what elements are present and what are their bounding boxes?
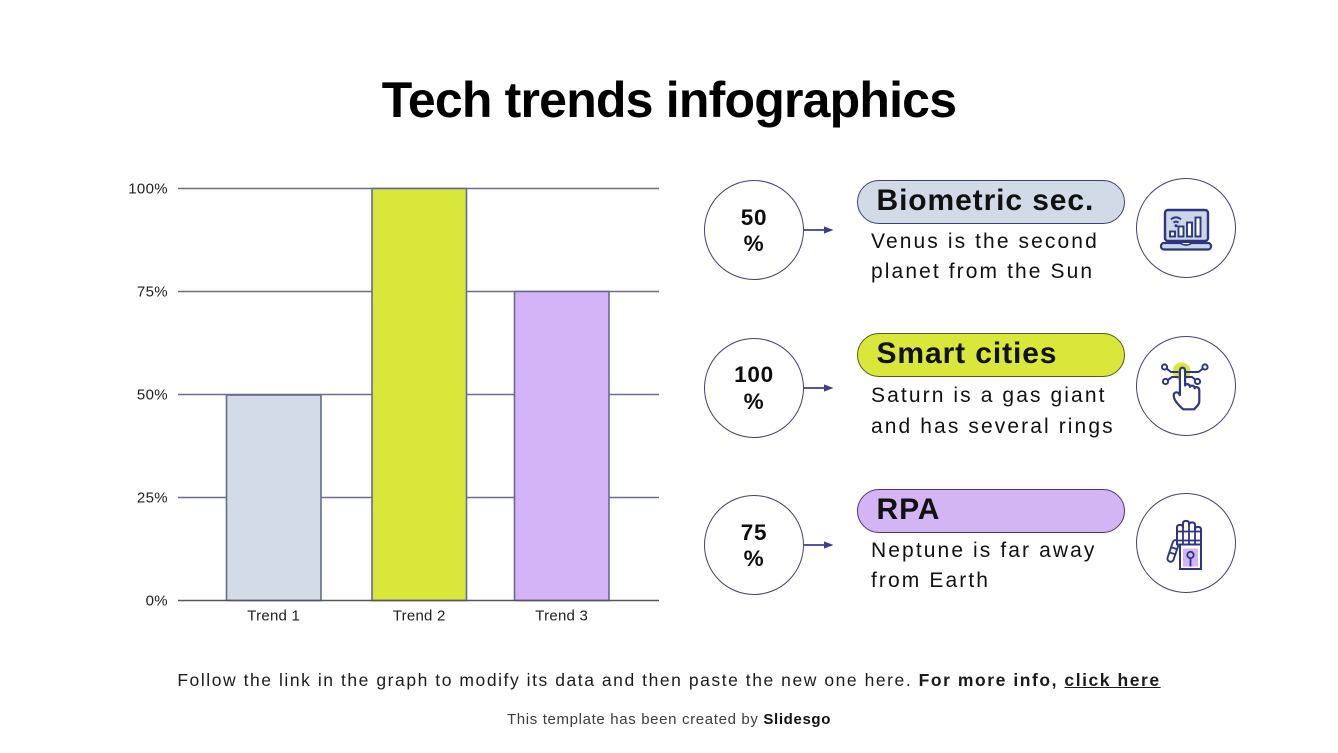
svg-text:Trend 1: Trend 1 [247,608,300,625]
svg-text:Trend 2: Trend 2 [393,608,446,625]
svg-text:75%: 75% [137,284,168,301]
svg-text:0%: 0% [146,593,168,610]
svg-text:100%: 100% [128,181,168,198]
svg-text:Trend 3: Trend 3 [535,608,588,625]
svg-text:50%: 50% [137,387,168,404]
svg-text:25%: 25% [137,490,168,507]
